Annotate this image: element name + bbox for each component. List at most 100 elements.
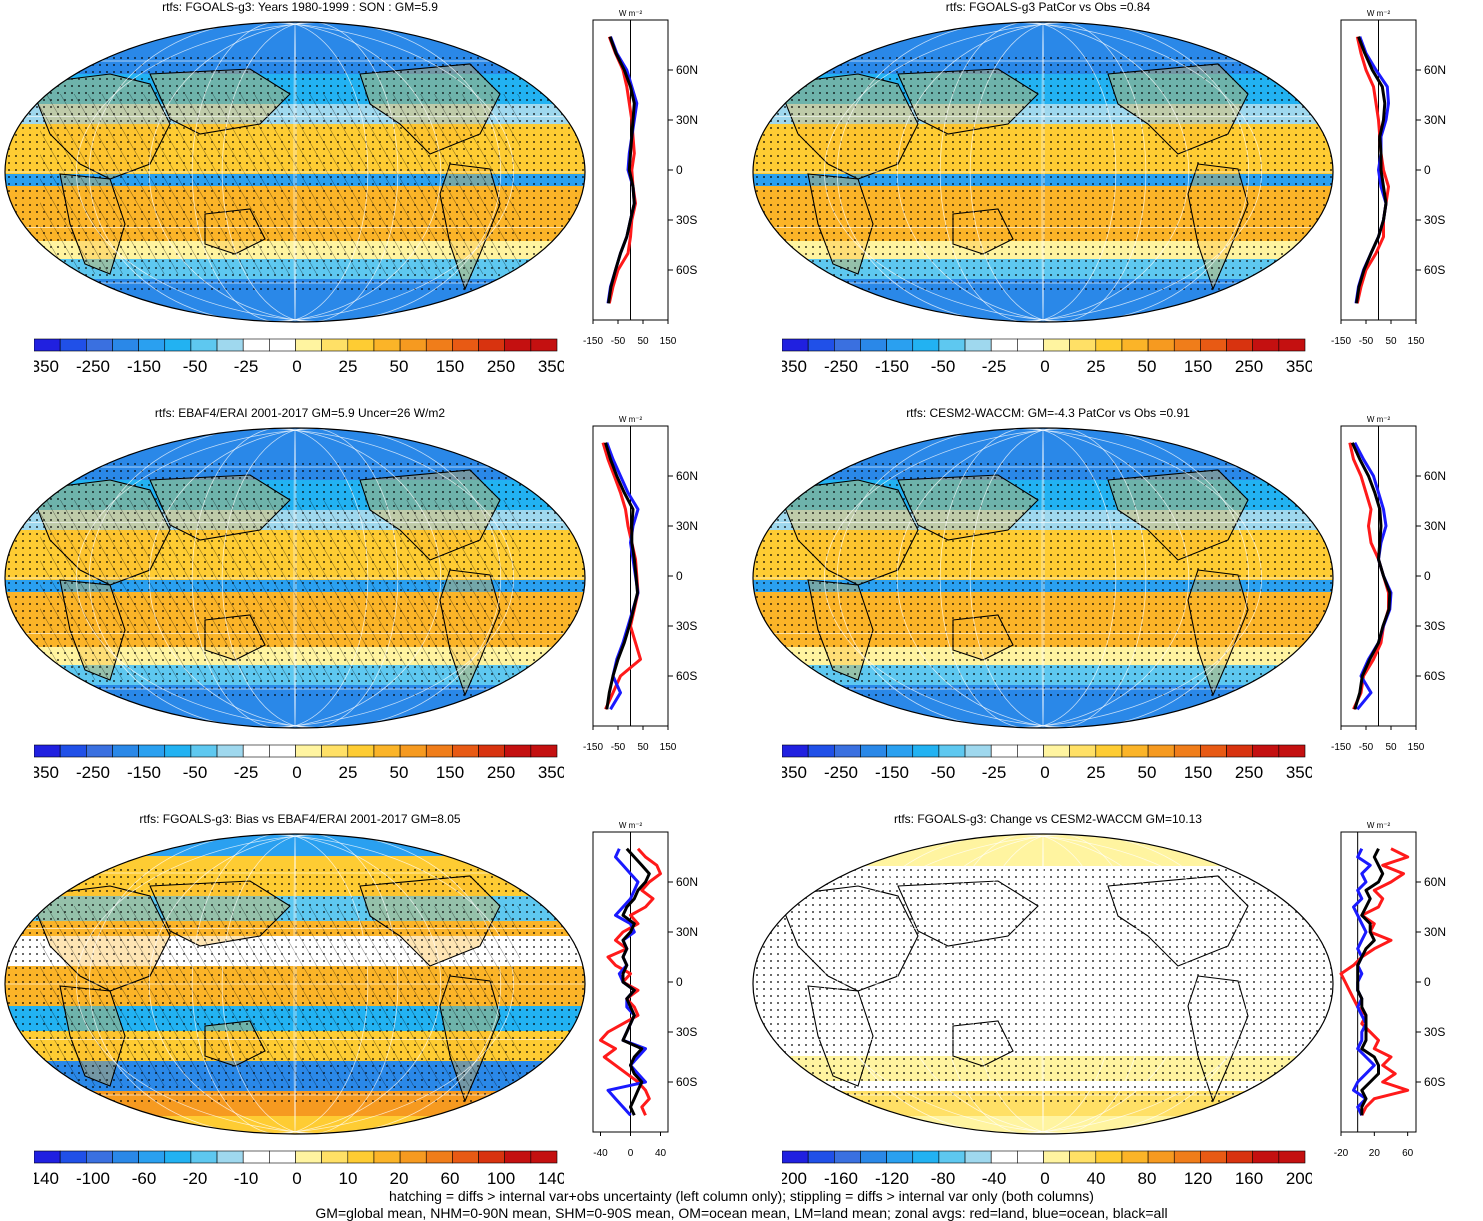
colorbar-box (1278, 1150, 1306, 1164)
colorbar-tick-label: -140 (34, 1169, 59, 1188)
colorbar-box (860, 1150, 887, 1164)
longitude-gridline (75, 22, 585, 322)
colorbar-box (782, 744, 809, 758)
colorbar-tick-label: 0 (1040, 1169, 1049, 1188)
colorbar-box (425, 1150, 453, 1164)
longitude-gridline (753, 22, 1263, 322)
longitude-gridline (836, 834, 1190, 1134)
colorbar-box (425, 338, 453, 352)
zonal-xtick-label: 50 (1385, 742, 1397, 753)
colorbar-box (1043, 744, 1070, 758)
zonal-xtick-label: 150 (1408, 742, 1425, 753)
colorbar-box (59, 338, 87, 352)
zonal-line-land (1355, 36, 1390, 304)
colorbar-tick-label: 25 (1087, 763, 1106, 782)
colorbar-box (34, 1150, 61, 1164)
map-band (5, 834, 585, 856)
colorbar-box (164, 338, 192, 352)
colorbar-box (1252, 744, 1280, 758)
zonal-ytick-label: 60N (676, 469, 698, 483)
colorbar-box (216, 338, 244, 352)
colorbar-tick-label: 10 (339, 1169, 358, 1188)
footnote-1: hatching = diffs > internal var+obs unce… (389, 1188, 1094, 1204)
zonal-line-all (607, 36, 636, 304)
longitude-gridline (753, 834, 1263, 1134)
colorbar-box (1095, 338, 1123, 352)
zonal-ytick-label: 60S (676, 1075, 697, 1089)
longitude-gridline (293, 22, 297, 322)
longitude-gridline (88, 834, 442, 1134)
colorbar-tick-label: 160 (1235, 1169, 1263, 1188)
colorbar-box (1095, 744, 1123, 758)
map (4, 427, 586, 729)
colorbar-box (1147, 338, 1175, 352)
colorbar-tick-label: -20 (183, 1169, 208, 1188)
longitude-gridline (896, 834, 1250, 1134)
colorbar-box (912, 744, 940, 758)
colorbar-tick-label: -250 (76, 357, 110, 376)
colorbar-box (504, 744, 532, 758)
zonal-line-all (621, 847, 651, 1116)
zonal-xtick-label: 60 (1402, 1148, 1414, 1159)
colorbar-box (1226, 338, 1253, 352)
longitude-gridline (148, 428, 502, 728)
zonal-ytick-label: 60S (1424, 1075, 1445, 1089)
zonal-plot: W m⁻² 60N 30N 0 30S 60S -150 -50 50 150 (583, 415, 698, 753)
colorbar-box (242, 1150, 270, 1164)
zonal-ytick-label: 30N (676, 925, 698, 939)
colorbar-box (269, 1150, 296, 1164)
map-band (753, 834, 1333, 866)
panel-5: rtfs: FGOALS-g3: Bias vs EBAF4/ERAI 2001… (0, 812, 741, 1212)
map (752, 21, 1334, 323)
colorbar-tick-label: -50 (931, 763, 956, 782)
map-border (752, 21, 1334, 323)
longitude-gridline (939, 428, 1117, 728)
zonal-xtick-label: 0 (628, 1148, 634, 1159)
colorbar-box (242, 744, 270, 758)
colorbar-tick-label: 150 (436, 357, 464, 376)
colorbar-tick-label: 150 (436, 763, 464, 782)
colorbar-tick-label: -350 (34, 357, 59, 376)
colorbar-tick-label: 120 (1184, 1169, 1212, 1188)
colorbar-box (782, 338, 809, 352)
zonal-ytick-label: 60N (1424, 875, 1446, 889)
colorbar-box (1121, 338, 1149, 352)
longitude-gridline (836, 22, 1190, 322)
colorbar-tick-label: 200 (1286, 1169, 1312, 1188)
colorbar-tick-label: -150 (127, 763, 161, 782)
colorbar-box (112, 1150, 139, 1164)
longitude-gridline (896, 22, 1250, 322)
colorbar-box (807, 744, 835, 758)
colorbar-box (964, 338, 992, 352)
colorbar-box (1147, 744, 1175, 758)
zonal-plot: W m⁻² 60N 30N 0 30S 60S -150 -50 50 150 (1331, 415, 1446, 753)
colorbar-box (1017, 744, 1044, 758)
panel-4: rtfs: CESM2-WACCM: GM=-4.3 PatCor vs Obs… (748, 406, 1483, 806)
colorbar-tick-label: -80 (931, 1169, 956, 1188)
panel-3: rtfs: EBAF4/ERAI 2001-2017 GM=5.9 Uncer=… (0, 406, 741, 806)
colorbar-box (833, 338, 861, 352)
longitude-gridline (88, 428, 442, 728)
longitude-gridline (5, 428, 515, 728)
colorbar-box (860, 338, 887, 352)
longitude-gridline (221, 22, 399, 322)
map-border (4, 833, 586, 1135)
zonal-xtick-label: 50 (637, 336, 649, 347)
colorbar-box (1147, 1150, 1175, 1164)
zonal-plot: W m⁻² 60N 30N 0 30S 60S -40 0 40 (592, 821, 698, 1159)
colorbar-box (912, 338, 940, 352)
colorbar-box (399, 338, 427, 352)
zonal-ytick-label: 30S (1424, 213, 1445, 227)
colorbar-box (1200, 338, 1227, 352)
colorbar-box (833, 1150, 861, 1164)
zonal-ytick-label: 60N (676, 875, 698, 889)
colorbar-box (1252, 1150, 1280, 1164)
colorbar-box (1095, 1150, 1123, 1164)
zonal-plot: W m⁻² 60N 30N 0 30S 60S -20 20 60 (1334, 821, 1446, 1159)
longitude-gridline (823, 428, 1333, 728)
zonal-ytick-label: 0 (676, 975, 683, 989)
colorbar-tick-label: 150 (1184, 763, 1212, 782)
colorbar-box (1069, 338, 1097, 352)
longitude-gridline (823, 22, 1333, 322)
